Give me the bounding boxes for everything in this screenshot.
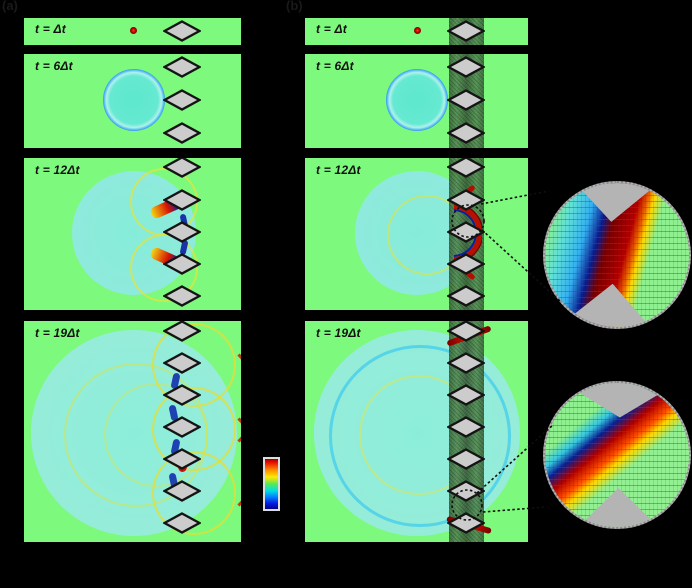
diamond-scatterer — [161, 122, 203, 144]
diamond-scatterer — [445, 352, 487, 374]
diamond-scatterer — [161, 158, 203, 178]
panel-free-plate-t12: t = 12Δt — [21, 155, 244, 313]
diamond-scatterer — [445, 285, 487, 307]
time-label: t = 19Δt — [316, 326, 361, 340]
diamond-scatterer — [445, 512, 487, 534]
diamond-scatterer — [445, 221, 487, 243]
colorbar — [263, 457, 280, 511]
source-dot — [414, 27, 421, 34]
panel-metamaterial-t1: t = Δt — [302, 15, 531, 48]
diamond-scatterer — [445, 416, 487, 438]
diamond-scatterer — [161, 448, 203, 470]
time-label: t = 12Δt — [316, 163, 361, 177]
colorbar-gradient — [265, 459, 278, 509]
wavefront — [386, 69, 448, 131]
diamond-scatterer — [445, 158, 487, 178]
wavefront — [103, 69, 165, 131]
panel-metamaterial-t12: t = 12Δt — [302, 155, 531, 313]
diamond-scatterer — [161, 416, 203, 438]
panel-free-plate-t1: t = Δt — [21, 15, 244, 48]
diamond-scatterer — [445, 20, 487, 42]
diamond-scatterer — [445, 384, 487, 406]
panel-free-plate-t19: t = 19Δt — [21, 318, 244, 545]
caption-letter-b: (b) — [286, 0, 303, 13]
diamond-scatterer — [445, 56, 487, 78]
time-label: t = Δt — [316, 22, 347, 36]
diamond-scatterer — [161, 321, 203, 342]
time-label: t = 19Δt — [35, 326, 80, 340]
diamond-scatterer — [445, 189, 487, 211]
lattice-zoom-inset-bottom — [543, 381, 691, 529]
diamond-scatterer — [445, 122, 487, 144]
lattice-zoom-inset-top — [543, 181, 691, 329]
panel-free-plate-t6: t = 6Δt — [21, 51, 244, 151]
diamond-scatterer — [161, 352, 203, 374]
diamond-scatterer — [445, 253, 487, 275]
diamond-scatterer — [161, 384, 203, 406]
panel-metamaterial-t6: t = 6Δt — [302, 51, 531, 151]
diamond-scatterer — [161, 89, 203, 111]
time-label: t = Δt — [35, 22, 66, 36]
diamond-scatterer — [161, 480, 203, 502]
time-label: t = 12Δt — [35, 163, 80, 177]
diamond-scatterer — [161, 221, 203, 243]
diamond-scatterer — [445, 480, 487, 502]
diamond-scatterer — [161, 20, 203, 42]
diamond-scatterer — [445, 321, 487, 342]
time-label: t = 6Δt — [35, 59, 73, 73]
panel-metamaterial-t19: t = 19Δt — [302, 318, 531, 545]
diamond-scatterer — [445, 448, 487, 470]
diamond-scatterer — [445, 89, 487, 111]
scattered-wave-arc — [130, 234, 198, 302]
time-label: t = 6Δt — [316, 59, 354, 73]
caption-letter-a: (a) — [2, 0, 18, 13]
source-dot — [130, 27, 137, 34]
diamond-scatterer — [161, 189, 203, 211]
diamond-scatterer — [161, 56, 203, 78]
diamond-scatterer — [161, 253, 203, 275]
diamond-scatterer — [161, 512, 203, 534]
diamond-scatterer — [161, 285, 203, 307]
